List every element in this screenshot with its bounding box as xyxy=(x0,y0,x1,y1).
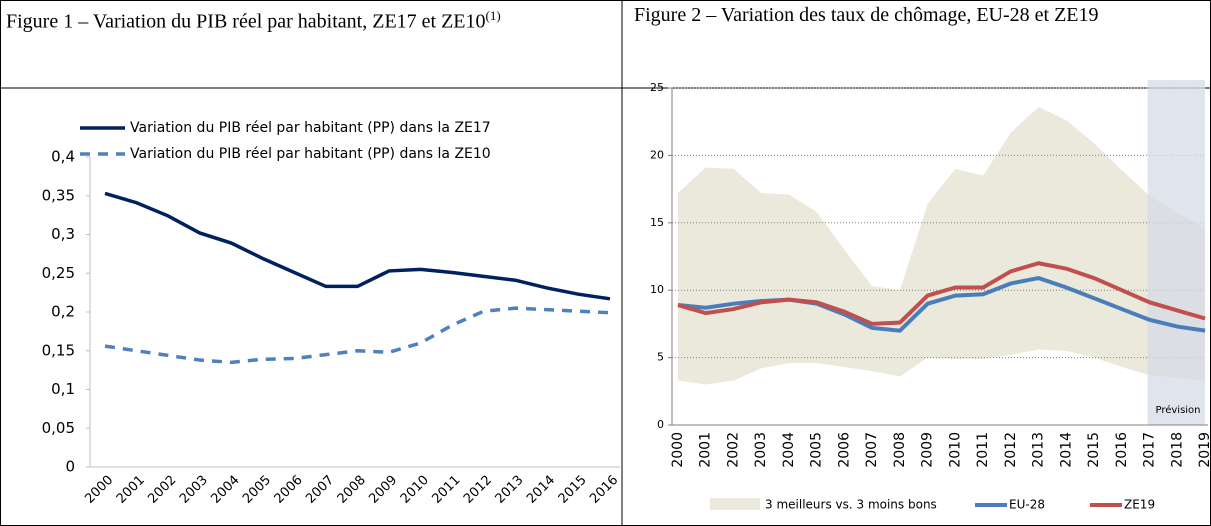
x-tick-label: 2009 xyxy=(366,473,400,507)
y-tick-label: 25 xyxy=(650,81,664,94)
y-tick-label: 0,4 xyxy=(51,148,75,166)
x-tick-label: 2016 xyxy=(587,473,621,507)
x-tick-label: 2015 xyxy=(1086,432,1102,468)
forecast-label: Prévision xyxy=(1155,404,1200,416)
x-tick-label: 2014 xyxy=(524,473,558,507)
y-tick-label: 0,15 xyxy=(42,341,75,359)
title-text: Figure 2 – Variation des taux de chômage… xyxy=(634,4,1099,26)
x-tick-label: 2011 xyxy=(429,473,463,507)
line xyxy=(104,191,611,301)
x-tick-label: 2010 xyxy=(398,473,432,507)
y-tick-label: 5 xyxy=(657,351,664,364)
legend-label: 3 meilleurs vs. 3 moins bons xyxy=(765,498,937,512)
x-tick-label: 2002 xyxy=(145,473,179,507)
legend-label: ZE19 xyxy=(1124,498,1155,512)
x-tick-label: 2007 xyxy=(303,473,337,507)
x-tick-label: 2013 xyxy=(1031,432,1047,468)
figure-title: Figure 1 – Variation du PIB réel par hab… xyxy=(6,4,588,34)
x-tick-label: 2018 xyxy=(1169,432,1185,468)
y-tick-label: 0 xyxy=(65,458,75,476)
x-tick-label: 2004 xyxy=(209,473,243,507)
x-tick-label: 2005 xyxy=(809,432,825,468)
x-tick-label: 2009 xyxy=(920,432,936,468)
y-tick-label: 0,05 xyxy=(42,419,75,437)
x-tick-label: 2011 xyxy=(975,432,991,468)
x-tick-label: 2014 xyxy=(1058,432,1074,468)
x-tick-label: 2000 xyxy=(670,432,686,468)
y-tick-label: 10 xyxy=(650,283,664,296)
y-tick-label: 0,35 xyxy=(42,186,75,204)
legend-label: Variation du PIB réel par habitant (PP) … xyxy=(130,146,491,162)
x-tick-label: 2003 xyxy=(177,473,211,507)
title-text: Figure 1 – Variation du PIB réel par hab… xyxy=(6,10,486,33)
legend-label: Variation du PIB réel par habitant (PP) … xyxy=(130,120,491,136)
y-tick-label: 20 xyxy=(650,148,664,161)
y-tick-label: 0 xyxy=(657,418,664,431)
legend-label: EU-28 xyxy=(1009,498,1045,512)
x-tick-label: 2000 xyxy=(82,473,116,507)
y-tick-label: 0,2 xyxy=(51,303,75,321)
x-tick-label: 2003 xyxy=(753,432,769,468)
x-tick-label: 2012 xyxy=(1003,432,1019,468)
x-tick-label: 2016 xyxy=(1114,432,1130,468)
band-area xyxy=(678,106,1206,385)
x-tick-label: 2008 xyxy=(335,473,369,507)
y-tick-label: 15 xyxy=(650,216,664,229)
x-tick-label: 2005 xyxy=(240,473,274,507)
x-tick-label: 2008 xyxy=(892,432,908,468)
legend-swatch xyxy=(710,498,760,510)
x-tick-label: 2015 xyxy=(556,473,590,507)
line xyxy=(677,261,1206,326)
line xyxy=(104,306,611,365)
x-tick-label: 2013 xyxy=(493,473,527,507)
x-tick-label: 2010 xyxy=(947,432,963,468)
y-tick-label: 0,1 xyxy=(51,380,75,398)
x-tick-label: 2004 xyxy=(781,432,797,468)
y-tick-label: 0,3 xyxy=(51,225,75,243)
x-tick-label: 2006 xyxy=(836,432,852,468)
x-tick-label: 2019 xyxy=(1197,432,1211,468)
x-tick-label: 2007 xyxy=(864,432,880,468)
x-tick-label: 2001 xyxy=(114,473,148,507)
forecast-shade xyxy=(1147,80,1205,425)
x-tick-label: 2006 xyxy=(272,473,306,507)
x-tick-label: 2017 xyxy=(1142,432,1158,468)
x-tick-label: 2012 xyxy=(461,473,495,507)
figure-title: Figure 2 – Variation des taux de chômage… xyxy=(634,4,1206,27)
x-tick-label: 2001 xyxy=(698,432,714,468)
y-tick-label: 0,25 xyxy=(42,264,75,282)
x-tick-label: 2002 xyxy=(725,432,741,468)
title-note: (1) xyxy=(485,8,501,23)
